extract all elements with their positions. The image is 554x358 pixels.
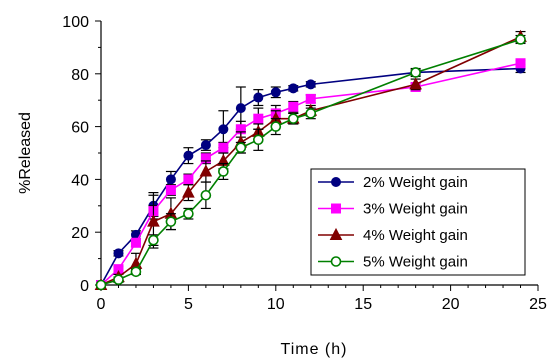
data-point bbox=[288, 83, 299, 94]
legend-marker bbox=[329, 227, 343, 240]
data-point bbox=[287, 113, 299, 124]
data-point bbox=[113, 248, 124, 259]
data-point bbox=[165, 184, 176, 195]
data-point bbox=[253, 134, 264, 146]
data-point bbox=[183, 174, 194, 185]
data-point bbox=[148, 234, 159, 246]
y-tick-label: 40 bbox=[71, 172, 89, 189]
plot-area: 0 5 10 15 20 25 0 20 40 60 80 100 bbox=[62, 14, 547, 313]
x-tick-label: 25 bbox=[529, 296, 547, 313]
x-tick-label: 15 bbox=[354, 296, 372, 313]
legend-label: 3% Weight gain bbox=[363, 201, 468, 218]
legend-label: 4% Weight gain bbox=[363, 227, 468, 244]
data-point bbox=[130, 266, 142, 278]
series-layer bbox=[94, 29, 527, 291]
data-point bbox=[409, 77, 422, 90]
series-4 bbox=[95, 34, 526, 291]
data-point bbox=[183, 150, 194, 161]
data-point bbox=[410, 67, 421, 78]
x-axis-title: Time (h) bbox=[281, 341, 348, 358]
x-tick-label: 5 bbox=[184, 296, 193, 313]
legend-item: 4% Weight gain bbox=[318, 227, 468, 244]
data-point bbox=[200, 189, 212, 201]
y-tick-label: 80 bbox=[71, 67, 89, 84]
y-tick-label: 0 bbox=[80, 278, 89, 295]
legend-items: 2% Weight gain 3% Weight gain 4% Weight ga… bbox=[318, 174, 468, 271]
data-point bbox=[130, 237, 141, 248]
data-point bbox=[270, 121, 282, 132]
data-point bbox=[235, 103, 246, 114]
legend-marker bbox=[330, 256, 342, 267]
data-point bbox=[235, 142, 247, 154]
legend-item: 5% Weight gain bbox=[318, 254, 468, 271]
y-tick-label: 100 bbox=[62, 14, 89, 31]
legend-label: 5% Weight gain bbox=[363, 254, 468, 271]
y-tick-label: 60 bbox=[71, 120, 89, 137]
data-point bbox=[218, 142, 229, 153]
data-point bbox=[95, 279, 107, 291]
legend-marker bbox=[331, 203, 341, 214]
x-tick-label: 20 bbox=[442, 296, 460, 313]
data-point bbox=[253, 92, 264, 103]
data-point bbox=[288, 101, 299, 112]
data-point bbox=[515, 58, 526, 69]
legend: 2% Weight gain 3% Weight gain 4% Weight ga… bbox=[310, 168, 526, 276]
data-point bbox=[218, 166, 229, 177]
data-point bbox=[183, 208, 194, 220]
legend-item: 3% Weight gain bbox=[318, 201, 468, 218]
y-tick-label: 20 bbox=[71, 225, 89, 242]
data-point bbox=[165, 174, 176, 185]
data-point bbox=[147, 214, 160, 227]
legend-box bbox=[310, 168, 526, 276]
x-tick-label: 0 bbox=[97, 296, 106, 313]
data-point bbox=[270, 87, 281, 98]
data-point bbox=[165, 216, 177, 227]
data-point bbox=[113, 274, 124, 286]
y-axis-title: %Released bbox=[17, 112, 34, 194]
data-point bbox=[218, 124, 229, 135]
data-point bbox=[305, 93, 316, 104]
data-point bbox=[199, 164, 213, 177]
x-ticks: 0 5 10 15 20 25 bbox=[97, 285, 547, 313]
data-point bbox=[253, 113, 264, 124]
data-point bbox=[305, 108, 317, 119]
legend-marker bbox=[331, 177, 341, 187]
data-point bbox=[305, 79, 316, 90]
x-tick-label: 10 bbox=[267, 296, 285, 313]
legend-item: 2% Weight gain bbox=[318, 174, 468, 191]
legend-label: 2% Weight gain bbox=[363, 174, 468, 191]
data-point bbox=[515, 34, 526, 45]
y-ticks: 0 20 40 60 80 100 bbox=[62, 14, 101, 295]
data-point bbox=[182, 185, 195, 198]
data-point bbox=[200, 140, 211, 151]
